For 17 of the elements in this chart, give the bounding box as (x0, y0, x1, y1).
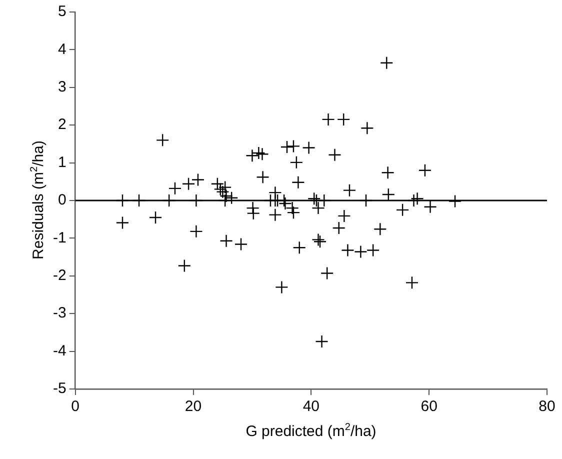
x-tick-label: 80 (538, 398, 556, 416)
y-tick-label: -2 (52, 267, 66, 284)
y-tick-label: -1 (52, 229, 66, 246)
x-tick-label: 0 (71, 398, 80, 416)
y-tick-label: 2 (58, 116, 66, 134)
y-tick-label: 3 (58, 78, 66, 96)
y-tick-label: 4 (58, 40, 66, 58)
y-tick-label: 1 (58, 154, 66, 171)
x-tick-label: 60 (420, 398, 438, 416)
x-tick-label: 40 (302, 398, 320, 416)
x-tick-label: 20 (184, 398, 202, 416)
y-tick-label: -5 (52, 380, 66, 398)
y-tick-label: -3 (52, 304, 66, 322)
y-tick-label: 5 (58, 3, 66, 20)
y-tick-label: -4 (52, 342, 66, 360)
x-axis-title: G predicted (m$^{2}$/ha) (244, 422, 378, 440)
y-tick-label: 0 (58, 192, 66, 209)
